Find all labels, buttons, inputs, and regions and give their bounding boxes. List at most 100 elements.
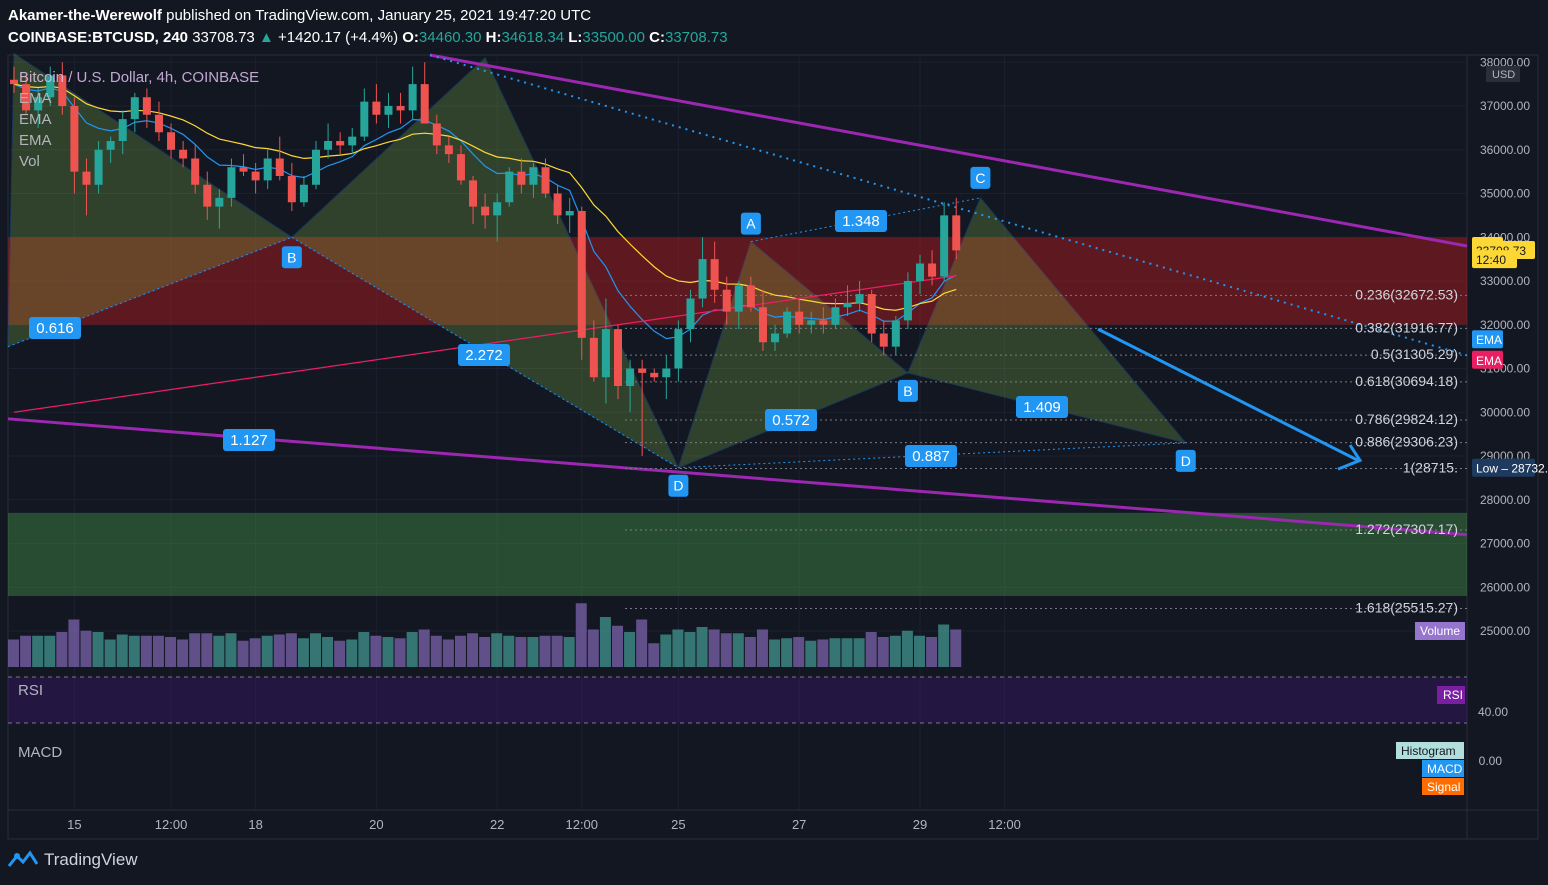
volume-bar: [201, 633, 213, 667]
volume-bar: [128, 635, 140, 667]
volume-bar: [8, 639, 19, 667]
volume-bar: [32, 635, 44, 667]
rsi-tag: [1437, 686, 1465, 704]
volume-bar: [80, 630, 92, 667]
volume-bar: [599, 617, 611, 667]
symbol-label: COINBASE:BTCUSD, 240: [8, 29, 189, 46]
volume-bar: [394, 638, 406, 667]
time-tick-label: 29: [913, 817, 927, 832]
candle-body: [746, 285, 755, 308]
volume-bar: [732, 633, 744, 667]
candle-body: [396, 106, 405, 111]
macd-legend-label: Histogram: [1401, 744, 1456, 758]
volume-bar: [237, 640, 249, 667]
volume-bar: [249, 638, 261, 667]
legend-ema-mid[interactable]: EMA: [19, 111, 52, 128]
volume-bar: [140, 635, 152, 667]
price-tick-label: 25000.00: [1480, 624, 1530, 638]
candle-body: [758, 307, 767, 343]
candle-body: [227, 167, 236, 198]
volume-bar: [152, 635, 164, 667]
target-zone: [8, 512, 1467, 596]
volume-bar: [430, 635, 442, 667]
volume-bar: [865, 632, 877, 667]
volume-bar: [684, 632, 696, 667]
volume-bar: [503, 635, 515, 667]
volume-bar: [636, 619, 648, 667]
rsi-tick: 40.00: [1478, 705, 1508, 719]
candle-body: [94, 149, 103, 185]
pattern-point-badge: [897, 379, 918, 402]
price-tag-label: Low – 28732.00: [1476, 462, 1548, 476]
volume-bar: [346, 639, 358, 667]
candle-body: [710, 259, 719, 290]
time-tick-label: 18: [248, 817, 262, 832]
macd-legend-label: MACD: [1427, 762, 1463, 776]
volume-bar: [104, 639, 116, 667]
time-tick-label: 15: [67, 817, 81, 832]
pattern-point-badge: [970, 166, 991, 189]
candle-body: [312, 149, 320, 185]
candle-body: [638, 368, 647, 373]
rsi-label: RSI: [18, 682, 43, 699]
price-tick-label: 37000.00: [1480, 99, 1530, 113]
ratio-label: 1.127: [230, 432, 268, 449]
volume-bar: [612, 625, 623, 667]
price-tick-label: 26000.00: [1480, 580, 1530, 594]
price-tag: [1472, 458, 1535, 477]
legend-ema-fast[interactable]: EMA: [19, 90, 52, 107]
ratio-badge: [905, 445, 957, 467]
candle-body: [142, 97, 151, 115]
macd-legend-label: Signal: [1427, 780, 1460, 794]
author-name[interactable]: Akamer-the-Werewolf: [8, 7, 162, 24]
pattern-point-badge: [281, 246, 302, 269]
candle-body: [203, 184, 212, 207]
volume-bar: [491, 633, 503, 667]
rsi-tag-label: RSI: [1443, 688, 1463, 702]
volume-bar: [297, 638, 309, 667]
open-value: 34460.30: [418, 29, 482, 46]
candle-body: [372, 101, 381, 115]
candle-body: [179, 149, 188, 159]
volume-bar: [406, 632, 418, 667]
price-tick-label: 33000.00: [1480, 274, 1530, 288]
candle-body: [891, 320, 900, 347]
volume-bar: [950, 629, 962, 667]
legend-ema-slow[interactable]: EMA: [19, 132, 52, 149]
candle-body: [843, 302, 852, 308]
chart-legend: Bitcoin / U.S. Dollar, 4h, COINBASE EMA …: [19, 67, 259, 172]
candle-body: [239, 167, 248, 172]
candle-body: [10, 79, 18, 85]
macd-legend-tag: [1396, 742, 1464, 759]
candle-body: [783, 311, 792, 334]
volume-bar: [901, 630, 913, 667]
candle-body: [831, 307, 840, 325]
candle-body: [456, 154, 465, 181]
time-tick-label: 25: [671, 817, 685, 832]
volume-bar: [793, 637, 805, 667]
price-tick-label: 28000.00: [1480, 493, 1530, 507]
volume-bar: [285, 633, 297, 667]
candle-body: [34, 97, 43, 111]
candle-body: [287, 176, 296, 203]
legend-volume[interactable]: Vol: [19, 153, 40, 170]
time-tick-label: 12:00: [155, 817, 188, 832]
macd-label: MACD: [18, 744, 62, 761]
volume-bar: [442, 639, 454, 667]
volume-bar: [817, 639, 829, 667]
candle-body: [650, 372, 659, 378]
macd-legend-tag: [1422, 760, 1464, 777]
pattern-point-label: A: [746, 216, 756, 232]
volume-bar: [575, 603, 587, 667]
tradingview-logo-icon: [8, 850, 38, 867]
candle-body: [82, 171, 91, 185]
candle-body: [154, 114, 163, 133]
volume-bar: [563, 637, 575, 667]
candle-body: [481, 206, 490, 216]
volume-bar: [841, 638, 853, 667]
currency-tag: USD: [1492, 69, 1515, 81]
tradingview-brand[interactable]: TradingView: [8, 850, 138, 870]
volume-tag: [1415, 622, 1465, 640]
candle-body: [879, 333, 888, 347]
